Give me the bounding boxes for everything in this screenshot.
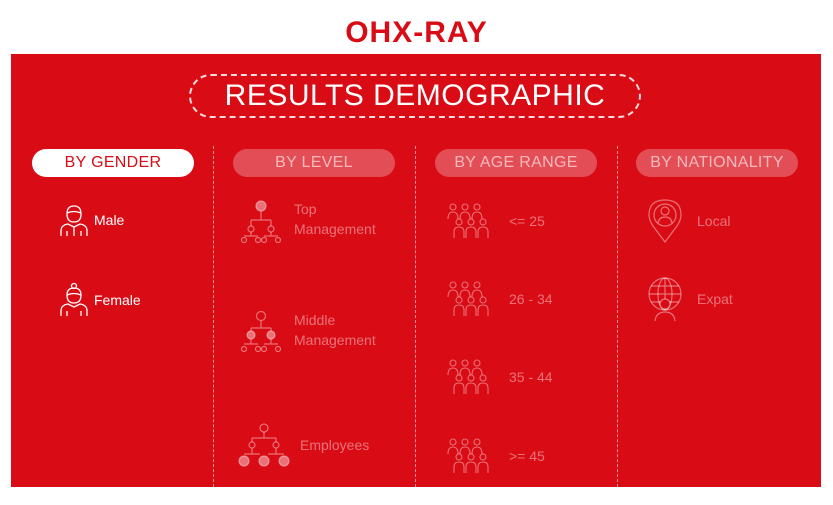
middle-management-line2: Management (294, 332, 376, 348)
level-item-middle-management[interactable]: Middle Management (236, 310, 376, 354)
age-26-34-label: 26 - 34 (509, 291, 553, 307)
top-management-label: Top Management (294, 199, 376, 239)
expat-label: Expat (697, 291, 733, 307)
level-item-employees[interactable]: Employees (236, 422, 369, 468)
middle-management-line1: Middle (294, 312, 336, 328)
people-group-icon (445, 358, 493, 396)
people-group-icon (445, 437, 493, 475)
gender-item-female[interactable]: Female (58, 282, 141, 318)
nationality-item-expat[interactable]: Expat (645, 276, 733, 322)
people-group-icon (445, 280, 493, 318)
column-divider (617, 146, 618, 487)
age-item-35-44[interactable]: 35 - 44 (445, 358, 553, 396)
age-item-ge-45[interactable]: >= 45 (445, 437, 545, 475)
tab-by-level[interactable]: BY LEVEL (233, 149, 395, 177)
middle-management-label: Middle Management (294, 310, 376, 350)
people-group-icon (445, 202, 493, 240)
tab-by-nationality[interactable]: BY NATIONALITY (636, 149, 798, 177)
brand-title: OHX-RAY (345, 16, 488, 49)
top-management-line1: Top (294, 201, 317, 217)
org-chart-top-icon (236, 200, 286, 244)
globe-person-icon (645, 276, 685, 322)
tab-by-age-range[interactable]: BY AGE RANGE (435, 149, 597, 177)
age-le-25-label: <= 25 (509, 213, 545, 229)
employees-label: Employees (300, 437, 370, 453)
location-person-icon (647, 198, 683, 244)
local-label: Local (697, 213, 731, 229)
column-divider (415, 146, 416, 487)
female-person-icon (58, 282, 90, 318)
female-label: Female (94, 292, 141, 308)
page-title: RESULTS DEMOGRAPHIC (189, 74, 641, 118)
age-35-44-label: 35 - 44 (509, 369, 553, 385)
age-ge-45-label: >= 45 (509, 448, 545, 464)
org-chart-employees-icon (236, 422, 292, 468)
column-divider (213, 146, 214, 487)
demographic-panel: RESULTS DEMOGRAPHIC BY GENDER BY LEVEL B… (11, 54, 821, 487)
age-item-26-34[interactable]: 26 - 34 (445, 280, 553, 318)
nationality-item-local[interactable]: Local (647, 198, 730, 244)
age-item-le-25[interactable]: <= 25 (445, 202, 545, 240)
gender-item-male[interactable]: Male (58, 202, 124, 238)
level-item-top-management[interactable]: Top Management (236, 200, 376, 244)
male-label: Male (94, 212, 125, 228)
tab-by-gender[interactable]: BY GENDER (32, 149, 194, 177)
male-person-icon (58, 202, 90, 238)
top-management-line2: Management (294, 221, 376, 237)
org-chart-middle-icon (236, 310, 286, 354)
